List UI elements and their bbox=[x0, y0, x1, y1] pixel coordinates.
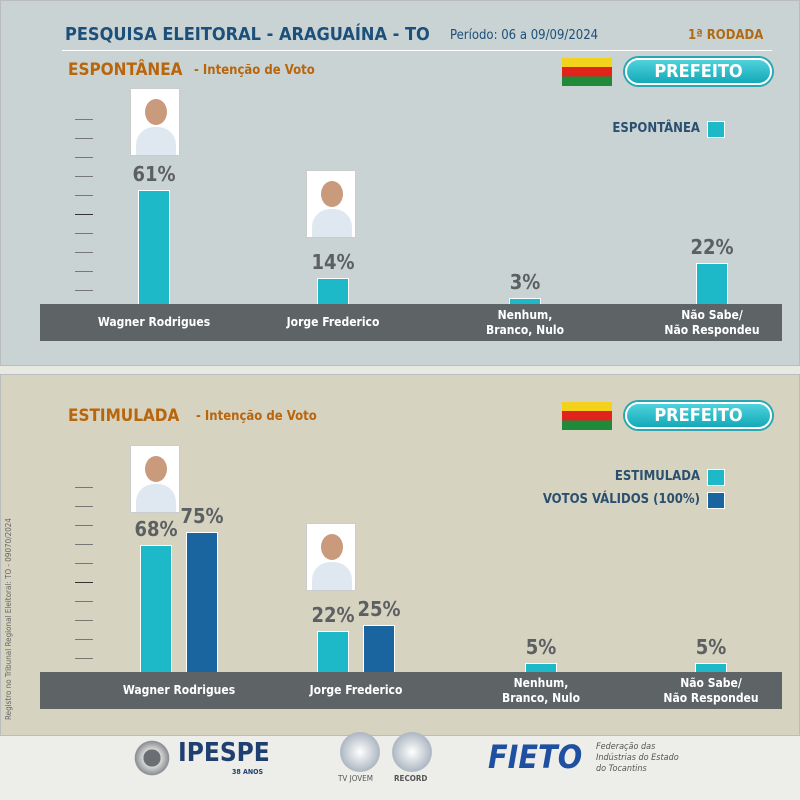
badge: PREFEITO bbox=[625, 402, 772, 429]
axis-tick bbox=[75, 271, 93, 272]
axis-tick bbox=[75, 544, 93, 545]
axis-tick bbox=[75, 290, 93, 291]
axis-tick bbox=[75, 487, 93, 488]
header-period: Período: 06 a 09/09/2024 bbox=[450, 28, 599, 43]
fieto-desc: Federação das Indústrias do Estado do To… bbox=[596, 742, 679, 774]
header-round: 1ª RODADA bbox=[688, 28, 764, 43]
chart-subtitle: - Intenção de Voto bbox=[196, 409, 317, 424]
value-label: 22% bbox=[690, 234, 734, 259]
axis-tick bbox=[75, 658, 93, 659]
ipespe-years: 38 ANOS bbox=[232, 768, 263, 776]
bar bbox=[317, 630, 349, 672]
axis-tick bbox=[75, 639, 93, 640]
bar bbox=[138, 189, 170, 304]
chart-title: ESPONTÂNEA bbox=[68, 60, 183, 80]
header-rule bbox=[62, 50, 772, 51]
value-label: 25% bbox=[357, 597, 401, 622]
tv1-logo bbox=[340, 732, 380, 772]
flag bbox=[562, 402, 612, 430]
side-note: Registro no Tribunal Regional Eleitoral:… bbox=[4, 518, 13, 720]
bar bbox=[695, 662, 727, 672]
legend-label: ESTIMULADA bbox=[614, 469, 700, 484]
value-label: 75% bbox=[180, 503, 224, 528]
value-label: 68% bbox=[134, 516, 178, 541]
fieto-text: FIETO bbox=[488, 738, 583, 776]
bar bbox=[317, 277, 349, 304]
legend-swatch bbox=[707, 469, 725, 486]
x-tick-label: Wagner Rodrigues bbox=[97, 315, 211, 329]
x-tick-label: Nenhum, Branco, Nulo bbox=[501, 676, 581, 705]
value-label: 14% bbox=[311, 249, 355, 274]
axis-tick bbox=[75, 601, 93, 602]
bar bbox=[363, 625, 395, 672]
photo bbox=[306, 170, 356, 238]
axis-tick bbox=[75, 157, 93, 158]
x-tick-label: Não Sabe/ Não Respondeu bbox=[663, 676, 759, 705]
flag bbox=[562, 58, 612, 86]
axis-tick bbox=[75, 119, 93, 120]
tv2-text: RECORD bbox=[394, 774, 428, 783]
value-label: 3% bbox=[509, 270, 541, 295]
axis-tick bbox=[75, 214, 93, 215]
axis-tick bbox=[75, 195, 93, 196]
value-label: 61% bbox=[132, 161, 176, 186]
bar bbox=[525, 662, 557, 672]
ipespe-text: IPESPE bbox=[178, 738, 270, 768]
chart-title: ESTIMULADA bbox=[68, 406, 180, 426]
bar bbox=[509, 298, 541, 304]
value-label: 5% bbox=[525, 634, 557, 659]
x-tick-label: Jorge Frederico bbox=[309, 683, 403, 697]
legend-label: ESPONTÂNEA bbox=[612, 121, 700, 136]
axis-tick bbox=[75, 563, 93, 564]
axis-tick bbox=[75, 582, 93, 583]
bar bbox=[140, 544, 172, 672]
legend-swatch bbox=[707, 492, 725, 509]
chart-subtitle: - Intenção de Voto bbox=[194, 63, 315, 78]
axis-tick bbox=[75, 525, 93, 526]
header-title: PESQUISA ELEITORAL - ARAGUAÍNA - TO bbox=[65, 24, 430, 45]
value-label: 22% bbox=[311, 602, 355, 627]
photo bbox=[130, 88, 180, 156]
tv1-text: TV JOVEM bbox=[338, 774, 373, 783]
axis-tick bbox=[75, 620, 93, 621]
badge: PREFEITO bbox=[625, 58, 772, 85]
ipespe-logo bbox=[132, 738, 172, 778]
x-tick-label: Jorge Frederico bbox=[286, 315, 380, 329]
x-tick-label: Wagner Rodrigues bbox=[122, 683, 236, 697]
tv2-logo bbox=[392, 732, 432, 772]
legend-swatch bbox=[707, 121, 725, 138]
axis-tick bbox=[75, 233, 93, 234]
category-band bbox=[40, 304, 782, 341]
axis-tick bbox=[75, 506, 93, 507]
photo bbox=[306, 523, 356, 591]
x-tick-label: Não Sabe/ Não Respondeu bbox=[664, 308, 760, 337]
value-label: 5% bbox=[695, 634, 727, 659]
x-tick-label: Nenhum, Branco, Nulo bbox=[485, 308, 565, 337]
category-band bbox=[40, 672, 782, 709]
bar bbox=[186, 531, 218, 672]
photo bbox=[130, 445, 180, 513]
legend-label: VOTOS VÁLIDOS (100%) bbox=[542, 492, 700, 507]
axis-tick bbox=[75, 252, 93, 253]
axis-tick bbox=[75, 138, 93, 139]
axis-tick bbox=[75, 176, 93, 177]
bar bbox=[696, 262, 728, 304]
